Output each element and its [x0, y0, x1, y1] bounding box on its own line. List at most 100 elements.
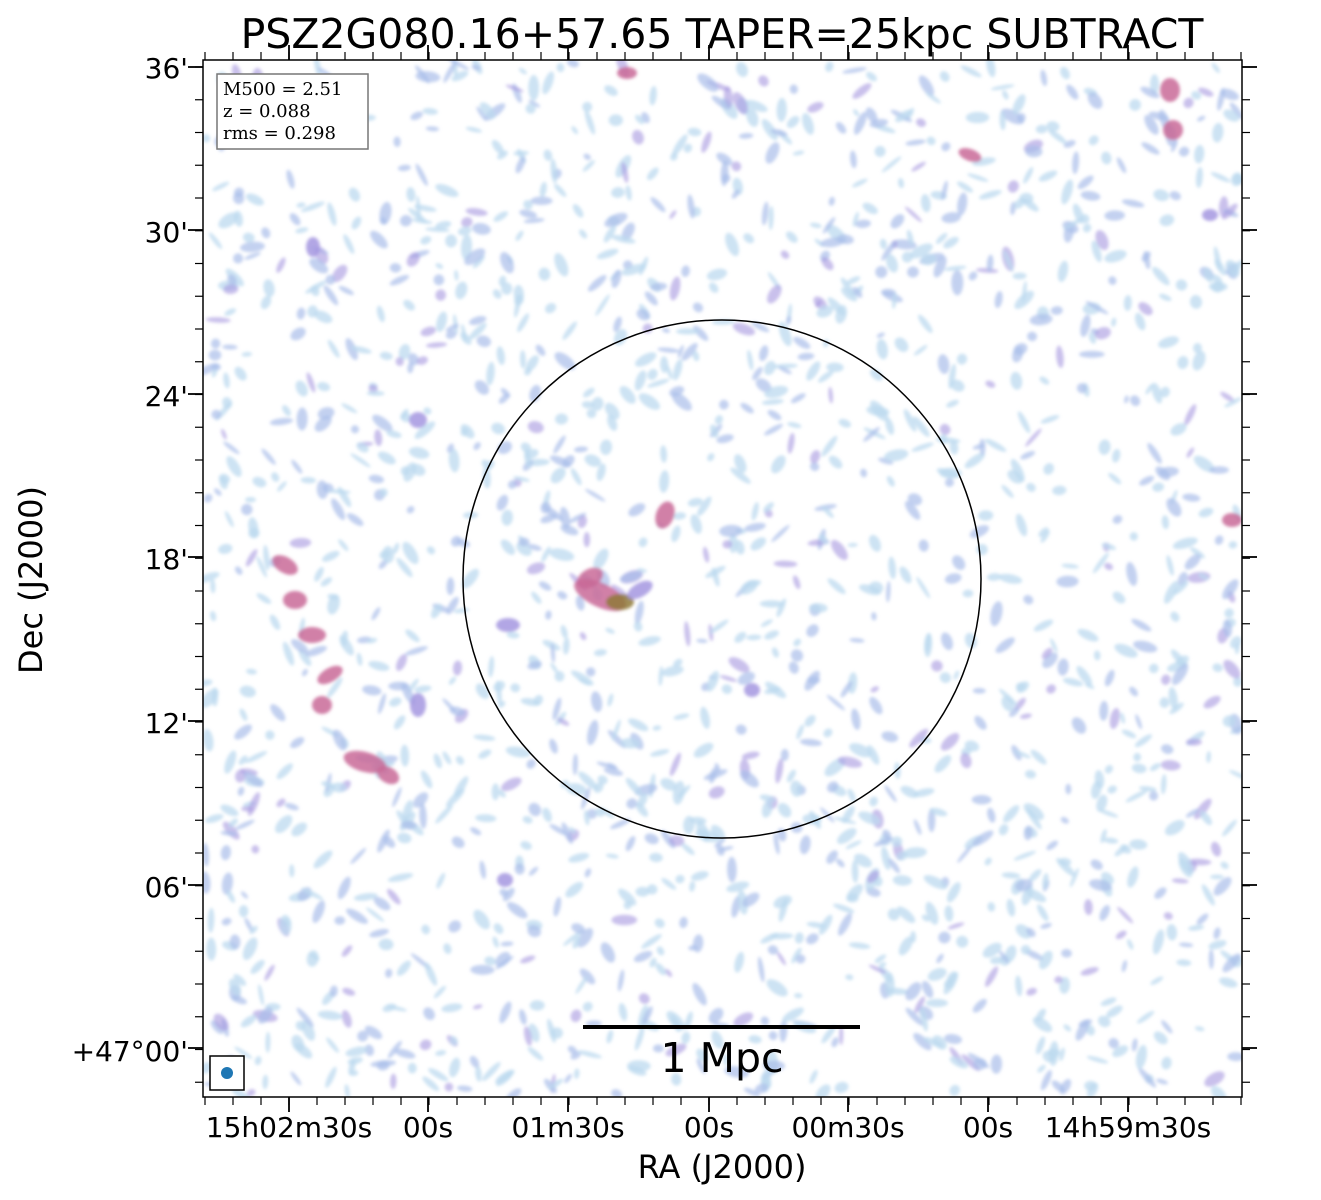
emission-blob	[661, 665, 684, 677]
emission-blob	[1169, 191, 1181, 201]
emission-blob	[270, 704, 286, 722]
emission-blob	[780, 250, 790, 259]
emission-blob	[420, 326, 437, 337]
emission-blob	[518, 67, 527, 75]
emission-blob	[661, 327, 671, 333]
emission-blob	[1224, 608, 1234, 618]
emission-blob	[507, 480, 517, 489]
emission-blob	[835, 304, 848, 324]
emission-blob	[1030, 749, 1047, 765]
emission-blob	[393, 715, 406, 730]
emission-blob	[549, 548, 575, 561]
emission-blob	[723, 1053, 728, 1066]
emission-blob	[1114, 845, 1128, 857]
emission-blob	[223, 441, 240, 455]
emission-blob	[479, 102, 496, 120]
emission-blob	[1188, 924, 1205, 931]
emission-blob	[611, 234, 636, 244]
emission-blob	[545, 302, 557, 314]
emission-blob	[528, 74, 540, 101]
emission-blob	[1013, 750, 1031, 759]
emission-blob	[1220, 391, 1235, 402]
emission-blob	[1133, 640, 1158, 653]
emission-blob	[660, 445, 668, 463]
emission-blob	[1170, 649, 1185, 665]
emission-blob	[1099, 904, 1110, 921]
emission-blob	[731, 161, 742, 172]
emission-blob	[637, 793, 648, 808]
emission-blob	[759, 600, 784, 608]
emission-blob	[881, 731, 899, 743]
emission-blob	[1186, 858, 1212, 866]
emission-blob	[342, 987, 356, 996]
emission-blob	[246, 1089, 256, 1097]
emission-blob	[999, 110, 1006, 131]
emission-blob	[1006, 898, 1016, 917]
emission-blob	[1225, 259, 1240, 277]
emission-blob	[1203, 267, 1213, 283]
emission-blob	[348, 187, 361, 202]
emission-blob	[571, 923, 586, 934]
emission-blob	[743, 580, 762, 588]
emission-blob	[242, 232, 255, 243]
emission-blob	[1026, 927, 1036, 938]
emission-blob	[809, 462, 820, 471]
emission-blob	[757, 956, 765, 983]
emission-blob	[945, 478, 954, 487]
emission-blob	[203, 871, 211, 894]
emission-blob	[559, 506, 571, 529]
emission-blob	[272, 555, 298, 575]
emission-blob	[786, 769, 796, 783]
emission-blob	[1039, 376, 1050, 385]
emission-blob	[1190, 547, 1205, 559]
emission-blob	[944, 1034, 963, 1044]
emission-blob	[550, 1027, 563, 1039]
emission-blob	[644, 291, 658, 306]
emission-blob	[520, 955, 536, 964]
emission-blob	[309, 952, 320, 961]
emission-blob	[226, 889, 236, 903]
emission-blob	[470, 827, 482, 836]
emission-blob	[385, 968, 393, 978]
emission-blob	[1152, 482, 1165, 492]
emission-blob	[692, 302, 704, 313]
emission-blob	[719, 675, 737, 682]
emission-blob	[655, 963, 667, 976]
emission-blob	[1117, 906, 1134, 924]
emission-blob	[1121, 960, 1128, 973]
emission-blob	[649, 957, 657, 968]
emission-blob	[1184, 404, 1197, 426]
emission-blob	[531, 591, 542, 604]
emission-blob	[1108, 1038, 1119, 1049]
emission-blob	[234, 1046, 253, 1059]
emission-blob	[649, 852, 663, 863]
emission-blob	[443, 62, 456, 83]
emission-blob	[581, 401, 595, 409]
emission-blob	[554, 253, 569, 277]
emission-blob	[350, 847, 367, 865]
emission-blob	[862, 202, 878, 215]
emission-blob	[1161, 1056, 1172, 1070]
emission-blob	[613, 316, 622, 333]
emission-blob	[525, 103, 536, 114]
emission-blob	[660, 778, 677, 791]
emission-blob	[1023, 595, 1034, 605]
emission-blob	[1228, 541, 1238, 549]
emission-blob	[1038, 527, 1049, 537]
emission-blob	[791, 947, 802, 964]
emission-blob	[1222, 715, 1236, 727]
emission-blob	[524, 448, 532, 469]
emission-blob	[973, 1058, 987, 1070]
emission-blob	[771, 647, 779, 658]
chart-title: PSZ2G080.16+57.65 TAPER=25kpc SUBTRACT	[241, 10, 1205, 58]
emission-blob	[411, 218, 433, 224]
emission-blob	[397, 832, 412, 844]
emission-blob	[799, 835, 811, 855]
emission-blob	[541, 546, 551, 563]
emission-blob	[482, 1061, 501, 1082]
emission-blob	[252, 476, 267, 488]
emission-blob	[888, 556, 897, 580]
emission-blob	[960, 65, 982, 78]
emission-blob	[1080, 967, 1099, 976]
emission-blob	[263, 544, 270, 571]
